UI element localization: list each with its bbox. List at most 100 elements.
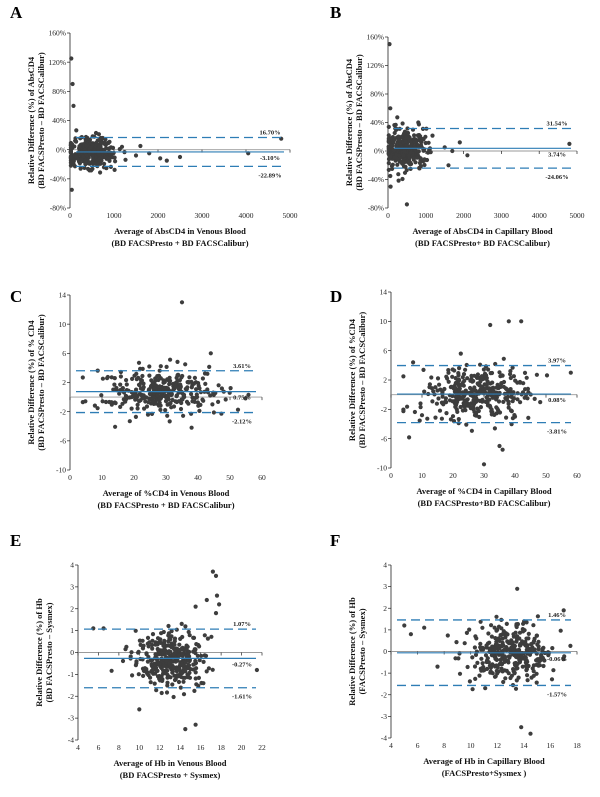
data-point [130, 673, 135, 678]
data-point [490, 671, 495, 676]
x-tick-label: 5000 [283, 211, 298, 220]
y-tick-label: -2 [381, 690, 387, 699]
data-point [518, 400, 523, 405]
data-point [536, 647, 541, 652]
panel-b: B 160% 120% 80% 40% 0% -40% -80%0 1000 2000 3000 40… [330, 3, 585, 248]
data-point [155, 393, 160, 398]
data-point [529, 642, 534, 647]
data-point [246, 392, 251, 397]
data-point [522, 641, 527, 647]
data-point [532, 396, 537, 401]
data-point [90, 154, 95, 159]
data-point [386, 161, 391, 166]
data-point [145, 659, 150, 664]
data-point [481, 367, 486, 372]
data-point [386, 136, 391, 141]
data-point [444, 374, 449, 379]
data-point [511, 374, 516, 379]
data-point [482, 667, 487, 672]
data-point [532, 636, 537, 641]
data-point [169, 629, 174, 634]
mean-label: -3.10% [260, 155, 280, 162]
data-point [195, 653, 200, 658]
data-point [415, 143, 420, 148]
data-point [535, 657, 540, 662]
panel-letter-c: C [10, 287, 22, 306]
panel-a: A 160% 120% 80% 40% 0% -40% -80%0 1000 2000 3000 40… [10, 3, 298, 248]
data-point [456, 373, 461, 378]
data-point [506, 660, 511, 665]
data-point [156, 648, 161, 653]
data-point [478, 619, 483, 624]
data-point [140, 638, 145, 643]
data-point [180, 373, 185, 379]
data-point [147, 373, 152, 378]
data-point [136, 649, 141, 655]
data-point [162, 638, 167, 643]
data-point [479, 656, 484, 661]
data-point [177, 642, 182, 647]
data-point [445, 633, 450, 638]
data-point [204, 669, 209, 674]
data-point [421, 367, 426, 372]
data-point [138, 642, 143, 648]
data-point [433, 385, 438, 390]
data-point [136, 382, 142, 387]
data-point [478, 405, 483, 410]
y-tick-label: 0 [70, 648, 74, 657]
data-point [427, 147, 432, 153]
data-point [472, 645, 477, 650]
data-point [145, 635, 151, 641]
data-point [401, 153, 406, 158]
data-point [453, 381, 458, 386]
x-tick-label: 6 [97, 743, 101, 752]
y-tick-label: 3 [383, 582, 387, 591]
data-point [422, 625, 427, 630]
data-point [138, 366, 143, 371]
data-point [179, 400, 184, 406]
data-point [494, 663, 499, 668]
data-point [391, 148, 397, 153]
x-tick-label: 18 [573, 741, 581, 750]
data-point [484, 643, 489, 648]
data-point [177, 653, 182, 659]
data-point [128, 654, 133, 659]
data-point [457, 387, 462, 392]
data-point [92, 161, 97, 166]
data-point [169, 634, 174, 639]
data-point [472, 664, 478, 669]
data-point [519, 319, 524, 324]
data-point [483, 686, 488, 691]
y-tick-label: 14 [59, 291, 67, 300]
y-tick-label: -40% [50, 174, 66, 183]
data-point [407, 435, 412, 440]
data-point [510, 399, 515, 404]
data-point [506, 405, 511, 410]
data-point [175, 667, 180, 672]
data-point [526, 631, 531, 637]
y-tick-label: -1 [381, 669, 387, 678]
data-point [517, 659, 523, 664]
data-point [213, 573, 219, 579]
data-point [158, 364, 163, 369]
data-point [469, 373, 474, 378]
x-tick-label: 2000 [151, 211, 166, 220]
data-point [123, 157, 128, 162]
y-tick-label: 2 [383, 376, 387, 385]
data-point [118, 387, 123, 392]
y-tick-label: -40% [368, 175, 384, 184]
y-tick-label: 1 [383, 625, 387, 634]
x-tick-label: 50 [226, 473, 234, 482]
data-point [457, 671, 463, 676]
data-point [92, 134, 97, 139]
data-point [214, 593, 220, 598]
scatter-points [80, 300, 251, 430]
y-tick-label: -80% [368, 204, 384, 213]
data-point [453, 404, 458, 409]
data-point [505, 639, 510, 644]
y-axis-subtitle: (FACSPresto – Sysmex) [357, 608, 367, 694]
data-point [194, 392, 199, 397]
data-point [163, 408, 168, 413]
data-point [521, 621, 526, 626]
data-point [158, 675, 163, 680]
